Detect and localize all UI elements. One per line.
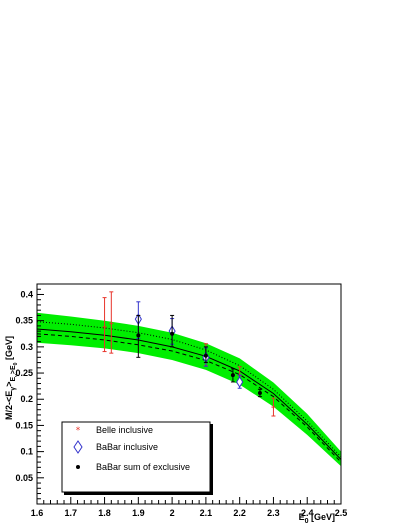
- x-tick-label: 2.5: [335, 508, 348, 518]
- x-tick-label: 2.3: [267, 508, 280, 518]
- y-tick-label: 0.1: [20, 447, 33, 457]
- data-point-dot: [230, 368, 235, 383]
- x-tick-label: 2.1: [200, 508, 213, 518]
- y-tick-label: 0.05: [15, 473, 33, 483]
- marker-dot: [230, 373, 235, 378]
- legend-entry-babar-exclusive: BaBar sum of exclusive: [76, 462, 190, 472]
- x-tick-label: 2.4: [301, 508, 314, 518]
- y-tick-label: 0.25: [15, 368, 33, 378]
- belle-star-icon: *: [76, 426, 81, 436]
- data-point-dot: [170, 314, 175, 348]
- data-point-star: [271, 397, 276, 417]
- uncertainty-band-layer: [37, 312, 341, 467]
- marker-diamond: [236, 375, 244, 388]
- legend-entry-belle: * Belle inclusive: [76, 425, 153, 436]
- marker-dot: [257, 390, 262, 395]
- x-tick-label: 1.6: [31, 508, 44, 518]
- data-point-star: [102, 297, 107, 353]
- marker-dot: [170, 331, 175, 336]
- series-layer: [102, 291, 276, 417]
- uncertainty-band: [37, 312, 341, 467]
- marker-dot: [203, 353, 208, 358]
- x-tick-label: 1.7: [65, 508, 78, 518]
- legend: * Belle inclusive BaBar inclusive BaBar …: [61, 421, 213, 495]
- x-tick-label: 1.9: [132, 508, 145, 518]
- babar-dot-icon: [76, 465, 80, 469]
- data-point-diamond: [236, 374, 244, 389]
- babar-diamond-icon: [73, 440, 83, 454]
- x-tick-label: 1.8: [98, 508, 111, 518]
- axes-layer: 1.6 1.7 1.8 1.9 2 2.1 2.2 2.3 2.4 2.5 0.05 0.1 0.15 0…: [15, 283, 348, 518]
- curve-solid: [36, 328, 342, 460]
- y-axis-title: M/2-<Eγ>Eγ>E0 [GeV]: [4, 336, 20, 420]
- legend-shadow-bottom: [64, 492, 213, 495]
- legend-entry-babar-inclusive: BaBar inclusive: [73, 440, 158, 454]
- legend-label-belle: Belle inclusive: [96, 425, 153, 435]
- x-tick-label: 2.2: [233, 508, 246, 518]
- x-tick-label: 2: [170, 508, 175, 518]
- legend-label-babar-inclusive: BaBar inclusive: [96, 442, 158, 452]
- y-tick-label: 0.3: [20, 342, 33, 352]
- curve-layer: [36, 321, 342, 463]
- curve-dotted: [36, 321, 342, 458]
- data-point-dot: [136, 314, 141, 358]
- data-point-star: [109, 291, 114, 354]
- x-axis-title: E0 [GeV]: [299, 512, 335, 525]
- y-tick-label: 0.15: [15, 420, 33, 430]
- legend-label-babar-exclusive: BaBar sum of exclusive: [96, 462, 190, 472]
- svg-text:M/2-<Eγ>Eγ>E0 [GeV]: M/2-<Eγ>Eγ>E0 [GeV]: [4, 336, 20, 420]
- curve-dashed: [36, 333, 342, 463]
- data-point-dot: [203, 346, 208, 364]
- y-tick-label: 0.4: [20, 289, 33, 299]
- legend-shadow-right: [210, 424, 213, 494]
- y-tick-label: 0.35: [15, 316, 33, 326]
- marker-dot: [136, 333, 141, 338]
- svg-text:E0 [GeV]: E0 [GeV]: [299, 512, 335, 525]
- y-tick-label: 0.2: [20, 394, 33, 404]
- data-point-dot: [257, 388, 262, 398]
